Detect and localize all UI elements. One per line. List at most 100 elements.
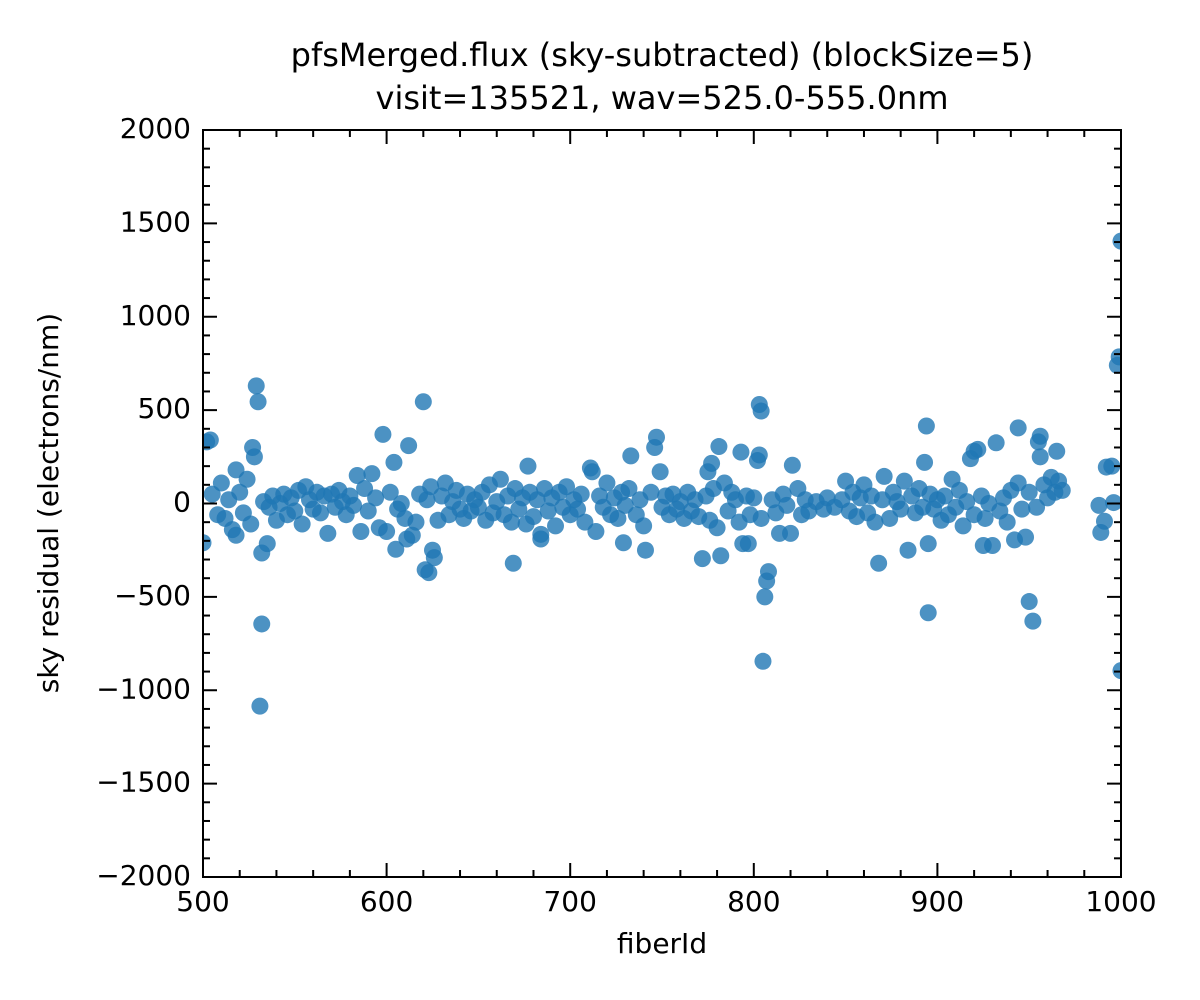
- point: [345, 496, 363, 514]
- point: [635, 517, 653, 535]
- point: [1095, 512, 1113, 530]
- point: [247, 377, 265, 395]
- point: [712, 547, 730, 565]
- point: [954, 517, 972, 535]
- point: [374, 425, 392, 443]
- point: [583, 463, 601, 481]
- point: [238, 470, 256, 488]
- plot-area: [203, 232, 1121, 715]
- point: [403, 526, 421, 544]
- point: [916, 453, 934, 471]
- point: [1017, 528, 1035, 546]
- point: [1053, 481, 1071, 499]
- point: [203, 485, 221, 503]
- point: [245, 448, 263, 466]
- point: [348, 466, 366, 484]
- point: [227, 526, 245, 544]
- point: [598, 474, 616, 492]
- point: [622, 447, 640, 465]
- point: [892, 500, 910, 518]
- point: [532, 530, 550, 548]
- x-tick-label: 500: [176, 885, 229, 918]
- point: [875, 467, 893, 485]
- point: [1031, 427, 1049, 445]
- y-tick-label: 0: [173, 486, 191, 519]
- point: [614, 534, 632, 552]
- point: [293, 515, 311, 533]
- point: [381, 483, 399, 501]
- x-tick-label: 600: [360, 885, 413, 918]
- point: [1103, 457, 1121, 475]
- point: [1090, 496, 1108, 514]
- point: [491, 470, 509, 488]
- point: [385, 453, 403, 471]
- point: [319, 524, 337, 542]
- point: [1009, 419, 1027, 437]
- point: [203, 534, 212, 552]
- point: [420, 564, 438, 582]
- point: [1024, 612, 1042, 630]
- point: [253, 615, 271, 633]
- point: [572, 485, 590, 503]
- chart-title: pfsMerged.flux (sky-subtracted) (blockSi…: [291, 36, 1034, 74]
- point: [400, 437, 418, 455]
- point: [866, 513, 884, 531]
- point: [745, 489, 763, 507]
- point: [620, 480, 638, 498]
- point: [1020, 483, 1038, 501]
- point: [469, 498, 487, 516]
- point: [1013, 500, 1031, 518]
- point: [783, 456, 801, 474]
- y-tick-label: 2000: [120, 112, 191, 145]
- point: [367, 489, 385, 507]
- point: [609, 509, 627, 527]
- point: [752, 509, 770, 527]
- point: [636, 541, 654, 559]
- point: [754, 652, 772, 670]
- point: [961, 450, 979, 468]
- point: [919, 604, 937, 622]
- y-tick-label: 1000: [120, 299, 191, 332]
- point: [378, 523, 396, 541]
- point: [771, 524, 789, 542]
- point: [750, 446, 768, 464]
- point: [524, 508, 542, 526]
- chart-subtitle: visit=135521, wav=525.0-555.0nm: [376, 79, 949, 117]
- point: [752, 402, 770, 420]
- point: [569, 500, 587, 518]
- point: [642, 483, 660, 501]
- y-tick-label: −2000: [96, 859, 191, 892]
- x-axis-label: fiberId: [617, 927, 707, 960]
- point: [710, 438, 728, 456]
- point: [870, 554, 888, 572]
- point: [1020, 593, 1038, 611]
- point: [387, 540, 405, 558]
- point: [558, 478, 576, 496]
- point: [778, 496, 796, 514]
- point: [708, 519, 726, 537]
- point: [739, 535, 757, 553]
- point: [231, 483, 249, 501]
- point: [976, 509, 994, 527]
- point: [352, 523, 370, 541]
- x-tick-label: 700: [543, 885, 596, 918]
- y-tick-label: −1000: [96, 672, 191, 705]
- point: [987, 434, 1005, 452]
- point: [919, 535, 937, 553]
- point: [998, 513, 1016, 531]
- point: [1048, 442, 1066, 460]
- point: [502, 513, 520, 531]
- point: [203, 431, 219, 449]
- x-tick-label: 900: [911, 885, 964, 918]
- x-tick-label: 800: [727, 885, 780, 918]
- y-axis-label: sky residual (electrons/nm): [32, 313, 65, 693]
- y-tick-label: 500: [138, 392, 191, 425]
- y-tick-label: 1500: [120, 205, 191, 238]
- point: [899, 541, 917, 559]
- point: [1110, 348, 1121, 366]
- point: [258, 535, 276, 553]
- point: [242, 515, 260, 533]
- point: [651, 463, 669, 481]
